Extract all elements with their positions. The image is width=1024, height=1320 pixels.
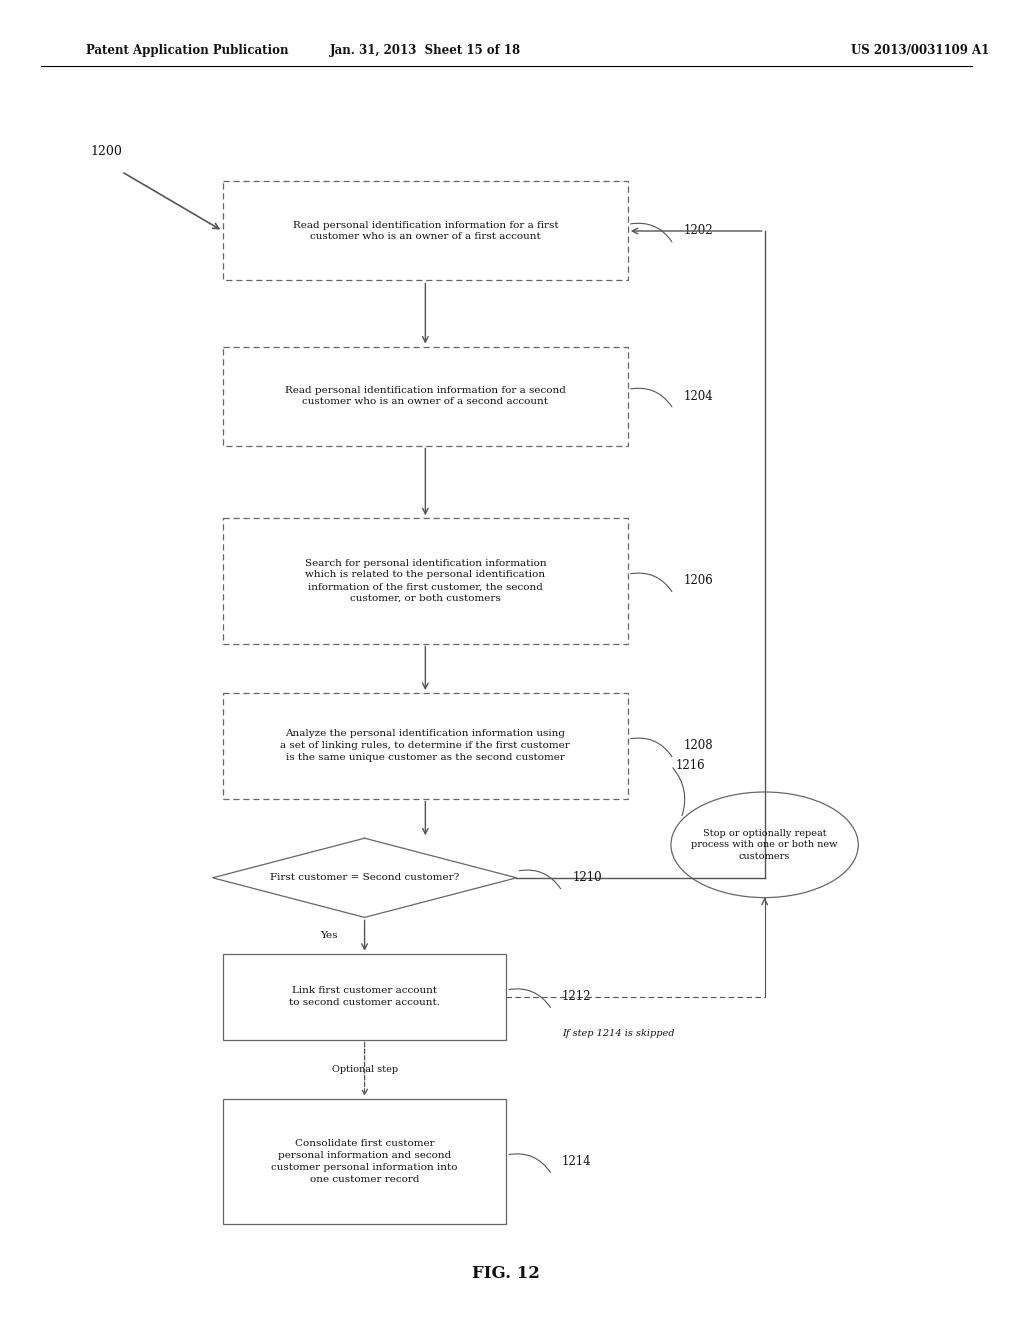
Text: First customer = Second customer?: First customer = Second customer?: [270, 874, 459, 882]
Text: If step 1214 is skipped: If step 1214 is skipped: [562, 1030, 675, 1038]
Text: Jan. 31, 2013  Sheet 15 of 18: Jan. 31, 2013 Sheet 15 of 18: [330, 44, 521, 57]
FancyBboxPatch shape: [223, 693, 628, 799]
Ellipse shape: [671, 792, 858, 898]
Text: Optional step: Optional step: [332, 1065, 397, 1073]
FancyBboxPatch shape: [223, 1098, 506, 1225]
Text: 1206: 1206: [684, 574, 714, 587]
Text: 1212: 1212: [562, 990, 592, 1003]
Text: 1204: 1204: [684, 389, 714, 403]
FancyBboxPatch shape: [223, 953, 506, 1040]
Text: 1210: 1210: [572, 871, 602, 884]
FancyBboxPatch shape: [223, 181, 628, 281]
Text: 1208: 1208: [684, 739, 713, 752]
Text: Read personal identification information for a first
customer who is an owner of: Read personal identification information…: [293, 220, 558, 242]
Text: Consolidate first customer
personal information and second
customer personal inf: Consolidate first customer personal info…: [271, 1139, 458, 1184]
Text: FIG. 12: FIG. 12: [472, 1266, 541, 1282]
Text: Link first customer account
to second customer account.: Link first customer account to second cu…: [289, 986, 440, 1007]
Text: 1214: 1214: [562, 1155, 592, 1168]
Text: Yes: Yes: [321, 931, 338, 940]
Text: Stop or optionally repeat
process with one or both new
customers: Stop or optionally repeat process with o…: [691, 829, 838, 861]
Text: Patent Application Publication: Patent Application Publication: [86, 44, 289, 57]
Text: Analyze the personal identification information using
a set of linking rules, to: Analyze the personal identification info…: [281, 730, 570, 762]
Text: US 2013/0031109 A1: US 2013/0031109 A1: [851, 44, 989, 57]
Text: Search for personal identification information
which is related to the personal : Search for personal identification infor…: [304, 558, 546, 603]
FancyBboxPatch shape: [223, 519, 628, 644]
FancyBboxPatch shape: [223, 346, 628, 446]
Text: 1202: 1202: [684, 224, 713, 238]
Text: 1200: 1200: [90, 145, 122, 158]
Text: Read personal identification information for a second
customer who is an owner o: Read personal identification information…: [285, 385, 566, 407]
Text: 1216: 1216: [676, 759, 706, 772]
